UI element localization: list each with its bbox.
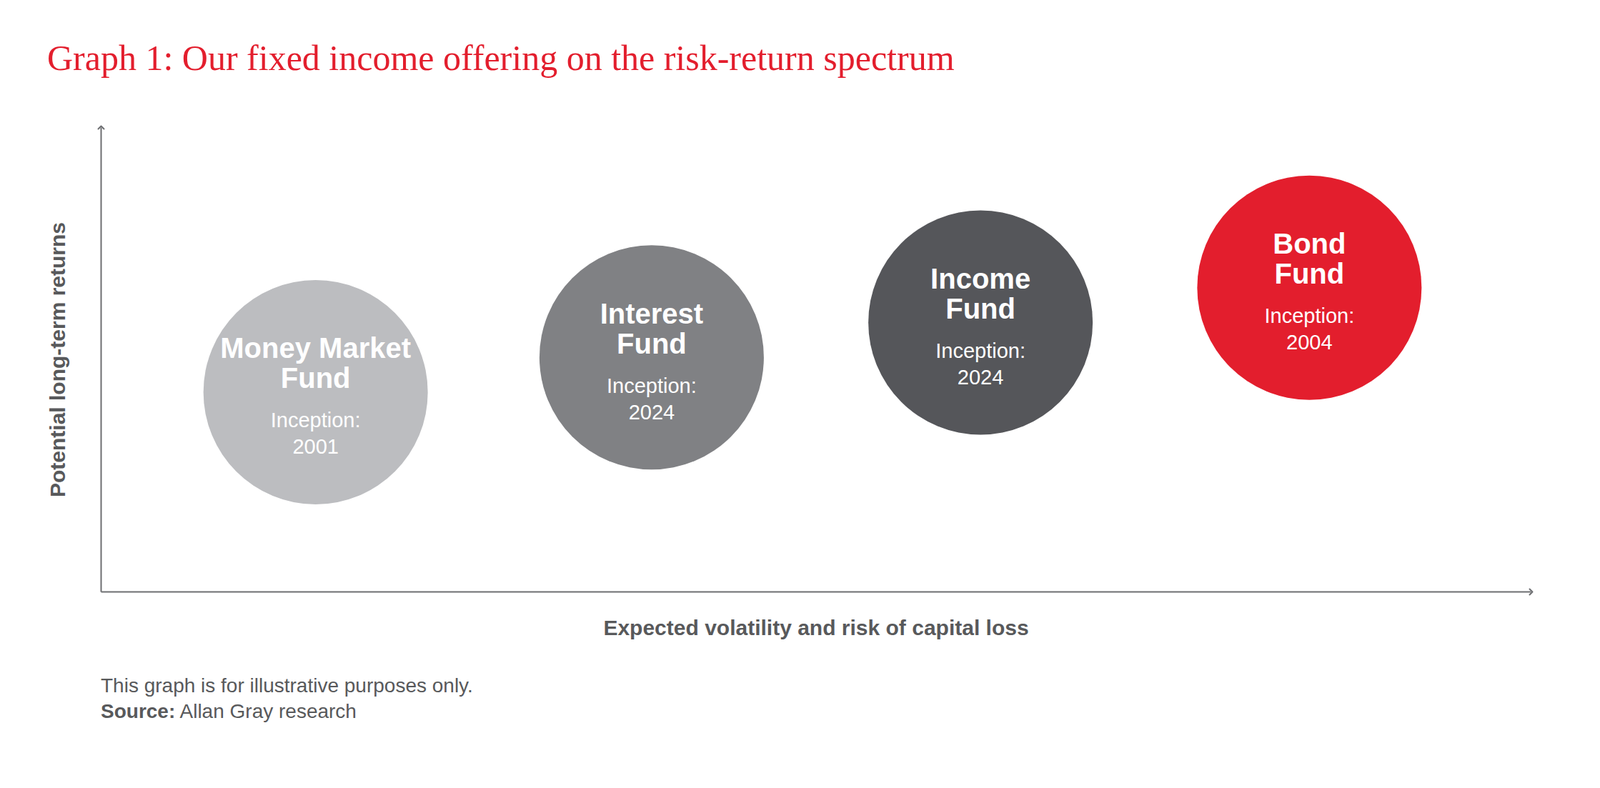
svg-text:2001: 2001 xyxy=(292,435,339,459)
svg-text:2004: 2004 xyxy=(1286,330,1333,354)
html-text:Graph 1: Our fixed income offe: Graph 1: Our fixed income offering on th… xyxy=(47,37,955,78)
svg-text:2024: 2024 xyxy=(957,365,1005,389)
html-text:This graph is for illustrative: This graph is for illustrative purposes … xyxy=(100,674,473,697)
svg-text:IncomeFund: IncomeFund xyxy=(930,262,1031,325)
svg-text:Potential long-term returns: Potential long-term returns xyxy=(45,222,70,498)
svg-text:BondFund: BondFund xyxy=(1272,227,1346,290)
svg-text:Expected volatility and risk o: Expected volatility and risk of capital … xyxy=(603,615,1029,640)
svg-text:2024: 2024 xyxy=(628,400,676,424)
svg-text:Inception:: Inception: xyxy=(1264,304,1355,328)
svg-text:Inception:: Inception: xyxy=(606,374,697,398)
svg-text:Inception:: Inception: xyxy=(935,339,1026,363)
svg-text:Inception:: Inception: xyxy=(270,408,361,432)
svg-text:InterestFund: InterestFund xyxy=(600,297,704,360)
html-text:Source: Allan Gray research: Source: Allan Gray research xyxy=(100,700,357,723)
svg-text:Money MarketFund: Money MarketFund xyxy=(220,332,411,394)
